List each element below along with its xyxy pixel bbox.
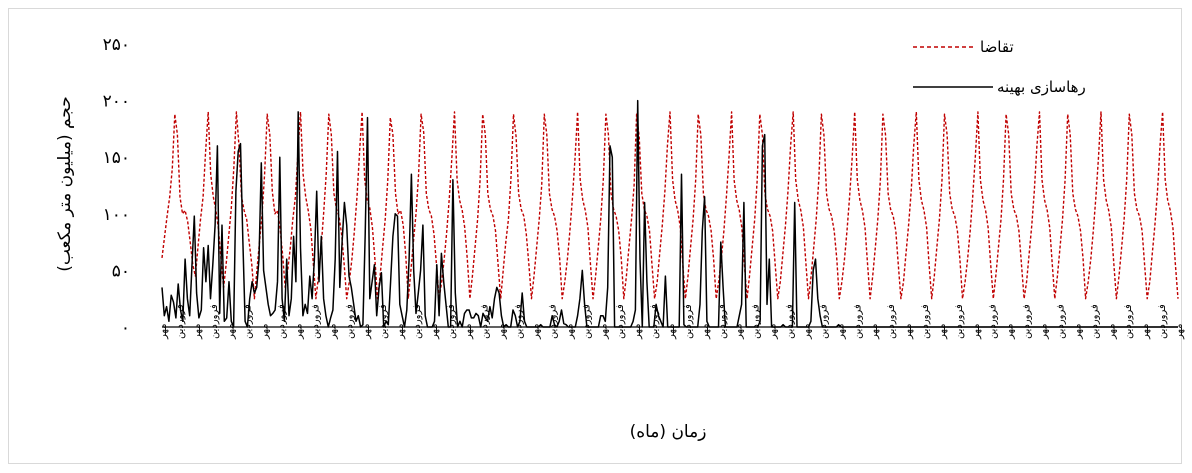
- x-axis-title: زمان (ماه): [630, 422, 707, 442]
- x-tick-label: فروردین: [988, 304, 999, 339]
- x-tick-label: مهر: [971, 324, 982, 340]
- y-tick-label: ۵۰: [112, 261, 130, 281]
- x-tick-label: مهر: [1174, 324, 1185, 340]
- x-tick-label: مهر: [192, 324, 203, 340]
- x-tick-label: مهر: [835, 324, 846, 340]
- x-tick-label: مهر: [632, 324, 643, 340]
- x-tick-label: فروردین: [175, 304, 186, 339]
- x-tick-label: مهر: [260, 324, 271, 340]
- x-tick-label: مهر: [598, 324, 609, 340]
- x-tick-label: فروردین: [310, 304, 321, 339]
- x-tick-label: مهر: [429, 324, 440, 340]
- x-tick-label: فروردین: [920, 304, 931, 339]
- x-tick-label: فروردین: [615, 304, 626, 339]
- release-series-line: [161, 99, 1178, 328]
- x-tick-label: فروردین: [852, 304, 863, 339]
- legend-demand-label: تقاضا: [980, 38, 1014, 56]
- y-tick-label: ۲۰۰: [103, 92, 130, 112]
- x-tick-label: فروردین: [751, 304, 762, 339]
- x-tick-label: مهر: [294, 324, 305, 340]
- x-tick-label: مهر: [1005, 324, 1016, 340]
- legend: تقاضا رهاسازی بهینه: [913, 38, 1086, 96]
- x-tick-label: فروردین: [1157, 304, 1168, 339]
- x-tick-label: فروردین: [886, 304, 897, 339]
- x-tick-label: مهر: [1072, 324, 1083, 340]
- x-tick-label: مهر: [564, 324, 575, 340]
- legend-release-label: رهاسازی بهینه: [997, 78, 1086, 96]
- x-tick-label: مهر: [1106, 324, 1117, 340]
- x-tick-label: مهر: [700, 324, 711, 340]
- x-tick-label: مهر: [327, 324, 338, 340]
- x-tick-label: مهر: [1140, 324, 1151, 340]
- y-tick-label: ۲۵۰: [103, 35, 130, 55]
- x-tick-label: مهر: [158, 324, 169, 340]
- x-tick-label: مهر: [463, 324, 474, 340]
- x-tick-label: مهر: [531, 324, 542, 340]
- y-tick-label: ۱۵۰: [103, 148, 130, 168]
- x-tick-label: مهر: [734, 324, 745, 340]
- x-tick-label: فروردین: [412, 304, 423, 339]
- x-tick-label: فروردین: [277, 304, 288, 339]
- x-tick-label: مهر: [497, 324, 508, 340]
- x-tick-label: مهر: [361, 324, 372, 340]
- x-tick-label: فروردین: [1022, 304, 1033, 339]
- x-tick-label: فروردین: [717, 304, 728, 339]
- x-tick-label: فروردین: [344, 304, 355, 339]
- chart-frame: [8, 8, 1182, 464]
- series-group: [161, 99, 1179, 328]
- x-tick-label: فروردین: [1123, 304, 1134, 339]
- x-tick-label: فروردین: [785, 304, 796, 339]
- x-tick-label: مهر: [937, 324, 948, 340]
- x-tick-label: مهر: [395, 324, 406, 340]
- x-tick-label: مهر: [768, 324, 779, 340]
- demand-series-line: [161, 111, 1179, 300]
- x-tick-label: فروردین: [818, 304, 829, 339]
- x-tick-label: فروردین: [209, 304, 220, 339]
- y-axis-title: حجم (میلیون متر مکعب): [55, 96, 75, 272]
- x-tick-label: مهر: [1039, 324, 1050, 340]
- x-tick-label: مهر: [903, 324, 914, 340]
- x-tick-label: مهر: [869, 324, 880, 340]
- y-tick-label: ۰: [121, 318, 130, 338]
- x-tick-label: فروردین: [683, 304, 694, 339]
- x-tick-label: مهر: [802, 324, 813, 340]
- x-tick-label: فروردین: [954, 304, 965, 339]
- y-axis-ticks: ۰ ۵۰ ۱۰۰ ۱۵۰ ۲۰۰ ۲۵۰: [103, 35, 130, 338]
- x-tick-label: مهر: [666, 324, 677, 340]
- x-axis-ticks: مهر فروردین مهر فروردین مهر فروردین مهر فروردین…: [158, 304, 1185, 340]
- x-tick-label: مهر: [226, 324, 237, 340]
- x-tick-label: فروردین: [1056, 304, 1067, 339]
- x-tick-label: فروردین: [1089, 304, 1100, 339]
- y-tick-label: ۱۰۰: [103, 205, 130, 225]
- x-tick-label: فروردین: [480, 304, 491, 339]
